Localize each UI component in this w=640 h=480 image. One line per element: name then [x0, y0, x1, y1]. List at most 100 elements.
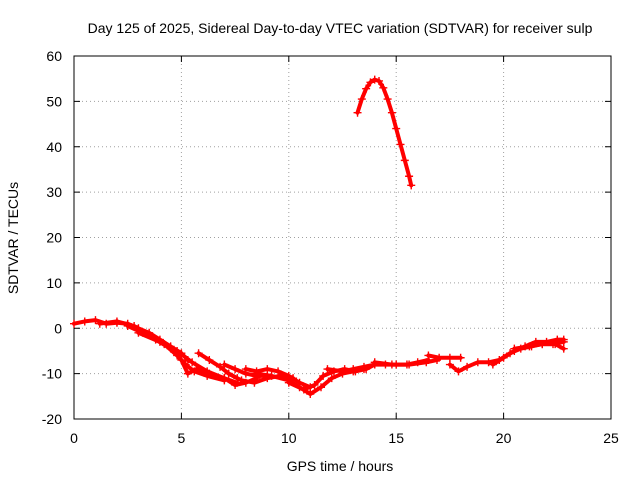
series-trace — [254, 367, 366, 396]
data-point — [405, 172, 414, 181]
data-point — [173, 346, 182, 355]
data-point — [220, 374, 229, 383]
y-tick-label: 0 — [54, 320, 62, 336]
data-point — [454, 367, 463, 376]
data-point — [370, 358, 379, 367]
data-point — [405, 360, 414, 369]
data-point — [80, 317, 89, 326]
data-point — [216, 362, 225, 371]
y-tick-label: 30 — [46, 184, 62, 200]
series-arc17 — [353, 75, 416, 190]
data-point — [551, 340, 560, 349]
axis-ticks: 0 5 10 15 20 25 -20 -10 0 10 20 30 40 50 60 — [42, 48, 619, 446]
chart-title: Day 125 of 2025, Sidereal Day-to-day VTE… — [88, 20, 593, 36]
data-point — [499, 353, 508, 362]
series-trace — [426, 353, 463, 360]
data-point — [353, 108, 362, 117]
y-tick-label: 60 — [46, 48, 62, 64]
x-tick-label: 25 — [603, 430, 619, 446]
data-point — [241, 365, 250, 374]
data-point — [250, 378, 259, 387]
y-tick-label: -10 — [42, 366, 62, 382]
data-point — [473, 358, 482, 367]
data-point — [91, 316, 100, 325]
data-point — [538, 340, 547, 349]
data-point — [70, 319, 78, 328]
data-point — [299, 385, 308, 394]
y-tick-label: -20 — [42, 411, 62, 427]
data-point — [484, 358, 493, 367]
data-series — [70, 75, 568, 399]
data-point — [362, 84, 371, 93]
data-point — [177, 356, 186, 365]
x-axis-label: GPS time / hours — [287, 458, 394, 474]
data-point — [359, 362, 368, 371]
x-tick-label: 5 — [178, 430, 186, 446]
data-point — [392, 124, 401, 133]
data-point — [424, 351, 433, 360]
data-point — [383, 95, 392, 104]
data-point — [559, 335, 568, 344]
y-tick-label: 50 — [46, 93, 62, 109]
data-point — [224, 369, 233, 378]
data-point — [183, 369, 192, 378]
y-tick-label: 20 — [46, 230, 62, 246]
data-point — [407, 181, 416, 190]
data-point — [134, 328, 143, 337]
data-point — [194, 349, 203, 358]
grid — [74, 56, 611, 419]
data-point — [375, 76, 384, 85]
data-point — [445, 353, 454, 362]
data-point — [306, 390, 315, 399]
y-axis-label: SDTVAR / TECUs — [5, 182, 21, 294]
data-point — [525, 342, 534, 351]
data-point — [323, 365, 332, 374]
data-point — [379, 83, 388, 92]
y-tick-label: 40 — [46, 139, 62, 155]
data-point — [123, 321, 132, 330]
data-point — [310, 380, 319, 389]
data-point — [267, 371, 276, 380]
data-point — [400, 156, 409, 165]
data-point — [445, 360, 454, 369]
data-point — [112, 317, 121, 326]
data-point — [510, 344, 519, 353]
data-point — [220, 360, 229, 369]
data-point — [327, 374, 336, 383]
data-point — [237, 376, 246, 385]
data-point — [463, 362, 472, 371]
x-tick-label: 10 — [281, 430, 297, 446]
data-point — [205, 356, 214, 365]
data-point — [559, 344, 568, 353]
data-point — [387, 108, 396, 117]
series-arc16 — [510, 340, 568, 353]
series-trace — [355, 77, 414, 188]
data-point — [263, 365, 272, 374]
data-point — [284, 378, 293, 387]
data-point — [357, 95, 366, 104]
x-tick-label: 20 — [496, 430, 512, 446]
series-arc15 — [488, 335, 568, 369]
data-point — [188, 358, 197, 367]
data-point — [349, 365, 358, 374]
data-point — [366, 78, 375, 87]
data-point — [231, 380, 240, 389]
data-point — [396, 140, 405, 149]
data-point — [387, 360, 396, 369]
data-point — [317, 383, 326, 392]
data-point — [488, 360, 497, 369]
data-point — [338, 367, 347, 376]
y-tick-label: 10 — [46, 275, 62, 291]
data-point — [370, 75, 379, 84]
data-point — [319, 371, 328, 380]
data-point — [422, 358, 431, 367]
data-point — [252, 369, 261, 378]
data-point — [274, 367, 283, 376]
data-point — [95, 319, 104, 328]
x-tick-label: 15 — [388, 430, 404, 446]
data-point — [231, 365, 240, 374]
data-point — [456, 353, 465, 362]
data-point — [203, 367, 212, 376]
data-point — [155, 337, 164, 346]
data-point — [435, 353, 444, 362]
